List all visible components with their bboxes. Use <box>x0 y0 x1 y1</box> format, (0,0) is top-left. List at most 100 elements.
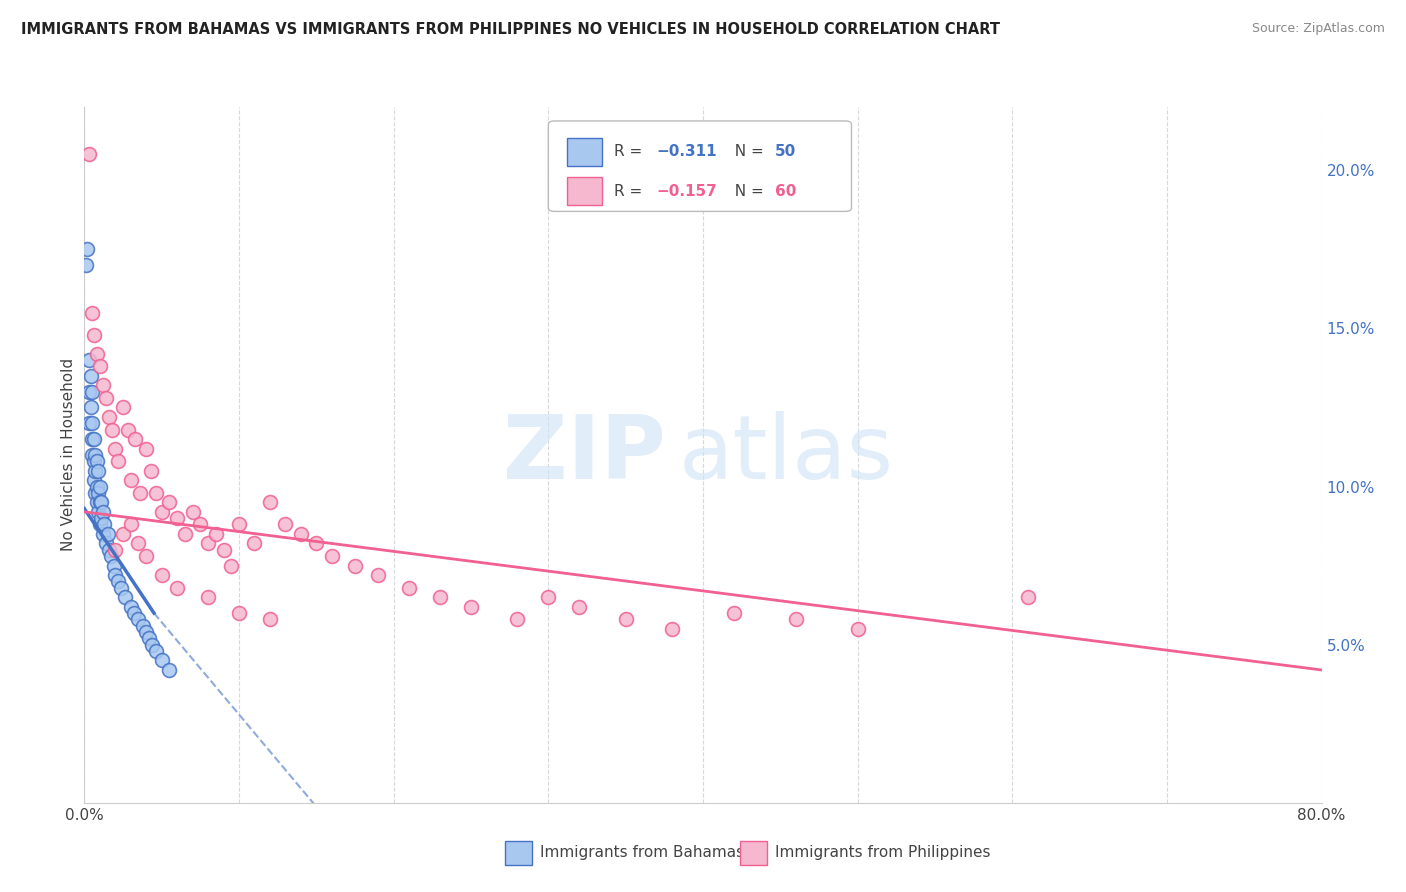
Point <box>305 536 328 550</box>
Bar <box>740 841 768 865</box>
Point <box>86 479 108 493</box>
Point <box>243 536 266 550</box>
Text: IMMIGRANTS FROM BAHAMAS VS IMMIGRANTS FROM PHILIPPINES NO VEHICLES IN HOUSEHOLD : IMMIGRANTS FROM BAHAMAS VS IMMIGRANTS FR… <box>21 22 1000 37</box>
Text: −0.311: −0.311 <box>657 145 717 160</box>
Point <box>135 625 157 640</box>
Point <box>259 495 281 509</box>
Point <box>614 612 637 626</box>
FancyBboxPatch shape <box>548 121 852 211</box>
Point <box>90 495 112 509</box>
Point <box>94 391 117 405</box>
Point <box>228 606 250 620</box>
Point <box>141 638 163 652</box>
Point <box>181 505 204 519</box>
Point <box>274 517 297 532</box>
Point <box>150 505 173 519</box>
Point <box>846 622 869 636</box>
Point <box>128 612 150 626</box>
Point <box>82 448 104 462</box>
Point <box>76 243 98 257</box>
Point <box>1017 591 1039 605</box>
Point <box>221 558 243 573</box>
Point <box>75 258 97 272</box>
Point <box>91 527 114 541</box>
Point <box>79 368 101 383</box>
Point <box>110 581 132 595</box>
Point <box>91 505 114 519</box>
Point <box>661 622 683 636</box>
Point <box>100 549 122 563</box>
Point <box>122 606 145 620</box>
Point <box>537 591 560 605</box>
Point <box>87 486 110 500</box>
Point <box>460 599 482 614</box>
Point <box>135 549 157 563</box>
Point <box>120 517 142 532</box>
Point <box>104 542 127 557</box>
Point <box>82 384 104 399</box>
Point <box>124 432 146 446</box>
Point <box>290 527 312 541</box>
Point <box>321 549 343 563</box>
Point <box>159 495 181 509</box>
Text: 60: 60 <box>775 184 796 199</box>
Point <box>89 479 111 493</box>
Point <box>398 581 420 595</box>
Point <box>785 612 807 626</box>
Point <box>112 401 135 415</box>
Point <box>87 505 110 519</box>
Point <box>197 536 219 550</box>
Point <box>86 347 108 361</box>
Point <box>138 632 160 646</box>
Point <box>107 574 129 589</box>
Point <box>344 558 367 573</box>
Point <box>97 527 120 541</box>
Point <box>83 454 105 468</box>
Point <box>101 423 124 437</box>
Point <box>98 542 121 557</box>
Point <box>228 517 250 532</box>
Point <box>150 653 173 667</box>
Point <box>723 606 745 620</box>
Point <box>212 542 235 557</box>
Point <box>103 558 125 573</box>
Point <box>82 417 104 431</box>
Point <box>120 473 142 487</box>
Point <box>129 486 152 500</box>
Point <box>114 591 136 605</box>
Point <box>205 527 228 541</box>
Point <box>86 495 108 509</box>
Point <box>145 644 167 658</box>
Point <box>259 612 281 626</box>
Point <box>166 511 188 525</box>
Bar <box>505 841 533 865</box>
Point <box>86 454 108 468</box>
Bar <box>567 138 602 166</box>
Point <box>132 618 155 632</box>
Point <box>429 591 451 605</box>
Point <box>91 378 114 392</box>
Point <box>104 568 127 582</box>
Point <box>128 536 150 550</box>
Text: Immigrants from Bahamas: Immigrants from Bahamas <box>540 846 744 861</box>
Text: atlas: atlas <box>678 411 893 499</box>
Point <box>139 464 162 478</box>
Point <box>77 384 100 399</box>
Text: Immigrants from Philippines: Immigrants from Philippines <box>775 846 990 861</box>
Point <box>367 568 389 582</box>
Point <box>77 417 100 431</box>
Point <box>89 495 111 509</box>
Point <box>94 536 117 550</box>
Point <box>112 527 135 541</box>
Point <box>506 612 529 626</box>
Point <box>197 591 219 605</box>
Point <box>79 401 101 415</box>
Point <box>120 599 142 614</box>
Point <box>568 599 591 614</box>
Point <box>188 517 212 532</box>
Point <box>83 327 105 342</box>
Text: R =: R = <box>614 184 647 199</box>
Point <box>90 511 112 525</box>
Point <box>89 517 111 532</box>
Point <box>77 353 100 368</box>
